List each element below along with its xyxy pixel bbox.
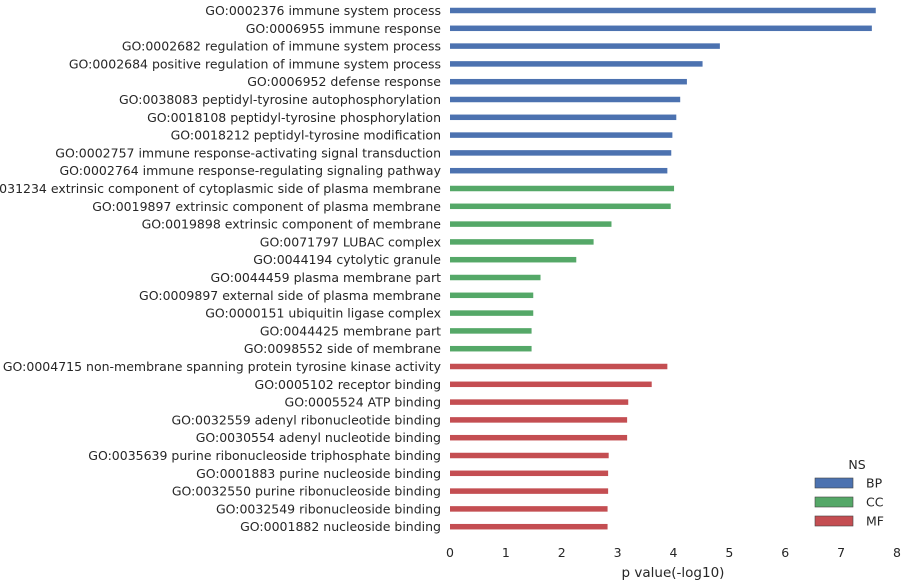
bar-bp (450, 25, 872, 32)
bar-cc (450, 328, 532, 334)
bar-cc (450, 256, 577, 263)
bar-mf (450, 488, 609, 494)
legend-label-cc: CC (866, 495, 884, 510)
category-label: GO:0035639 purine ribonucleoside triphos… (88, 448, 441, 463)
bar-cc (450, 239, 594, 245)
legend-swatch-bp (814, 477, 854, 489)
bar-bp (450, 78, 687, 85)
bar-mf (450, 452, 609, 459)
category-label: GO:0005102 receptor binding (255, 377, 441, 392)
bar-bp (450, 7, 876, 14)
category-label: GO:0032550 purine ribonucleoside binding (172, 484, 441, 499)
x-tick-label: 3 (614, 545, 622, 560)
category-label: GO:0005524 ATP binding (285, 395, 441, 410)
bar-bp (450, 96, 681, 103)
bar-bp (450, 167, 668, 174)
legend-label-bp: BP (866, 476, 883, 491)
category-label: GO:0002757 immune response-activating si… (55, 145, 441, 160)
category-label: GO:0071797 LUBAC complex (260, 234, 441, 249)
x-tick-label: 1 (502, 545, 510, 560)
bar-mf (450, 523, 608, 530)
bar-mf (450, 470, 609, 477)
category-label: GO:0018212 peptidyl-tyrosine modificatio… (171, 128, 441, 143)
category-label: GO:0044459 plasma membrane part (210, 270, 441, 285)
category-label: GO:0002682 regulation of immune system p… (122, 39, 441, 54)
category-label: GO:0019898 extrinsic component of membra… (142, 217, 442, 232)
x-tick-label: 0 (446, 545, 454, 560)
x-axis-title: p value(-log10) (622, 565, 725, 581)
bar-bp (450, 61, 703, 67)
category-label: GO:0032549 ribonucleoside binding (216, 501, 441, 516)
bar-cc (450, 345, 532, 352)
category-label: GO:0002684 positive regulation of immune… (69, 56, 441, 71)
category-label: GO:0098552 side of membrane (244, 341, 441, 356)
bar-mf (450, 381, 652, 388)
legend-label-mf: MF (866, 514, 884, 529)
bar-bp (450, 132, 673, 138)
category-label: GO:0006952 defense response (247, 74, 441, 89)
bar-cc (450, 292, 534, 299)
bar-cc (450, 185, 675, 192)
bar-mf (450, 434, 628, 441)
bar-bp (450, 43, 720, 49)
bar-cc (450, 221, 612, 227)
category-label: GO:0018108 peptidyl-tyrosine phosphoryla… (147, 110, 441, 125)
bar-mf (450, 399, 629, 405)
category-label: GO:0006955 immune response (246, 21, 442, 36)
category-label: GO:0031234 extrinsic component of cytopl… (0, 181, 441, 196)
bars-layer (450, 7, 876, 530)
category-labels: GO:0002376 immune system process GO:00069… (0, 3, 442, 534)
legend-swatch-cc (814, 496, 854, 508)
x-tick-label: 2 (558, 545, 566, 560)
category-label: GO:0004715 non-membrane spanning protein… (3, 359, 442, 374)
legend-title: NS (848, 457, 865, 472)
bar-mf (450, 506, 608, 512)
bar-bp (450, 150, 672, 156)
bar-bp (450, 114, 677, 121)
legend-swatch-mf (814, 515, 854, 527)
category-label: GO:0019897 extrinsic component of plasma… (92, 199, 441, 214)
bar-cc (450, 274, 541, 281)
category-label: GO:0044194 cytolytic granule (253, 252, 441, 267)
category-label: GO:0002376 immune system process (205, 3, 441, 18)
category-label: GO:0001883 purine nucleoside binding (196, 466, 441, 481)
x-tick-label: 8 (893, 545, 901, 560)
x-tick-label: 6 (781, 545, 789, 560)
category-label: GO:0002764 immune response-regulating si… (59, 163, 441, 178)
category-label: GO:0032559 adenyl ribonucleotide binding (171, 412, 441, 427)
x-tick-label: 5 (725, 545, 733, 560)
bar-mf (450, 363, 668, 370)
bar-cc (450, 203, 671, 210)
category-label: GO:0038083 peptidyl-tyrosine autophospho… (119, 92, 441, 107)
x-tick-label: 4 (670, 545, 678, 560)
category-label: GO:0000151 ubiquitin ligase complex (205, 306, 441, 321)
x-axis-ticks: 0 1 2 3 4 5 6 7 8 (446, 545, 901, 560)
x-tick-label: 7 (837, 545, 845, 560)
bar-mf (450, 417, 628, 423)
category-label: GO:0030554 adenyl nucleotide binding (196, 430, 441, 445)
category-label: GO:0001882 nucleoside binding (240, 519, 441, 534)
bar-cc (450, 310, 534, 316)
legend: NS BP CC MF (814, 457, 884, 529)
category-label: GO:0044425 membrane part (260, 323, 441, 338)
category-label: GO:0009897 external side of plasma membr… (139, 288, 441, 303)
